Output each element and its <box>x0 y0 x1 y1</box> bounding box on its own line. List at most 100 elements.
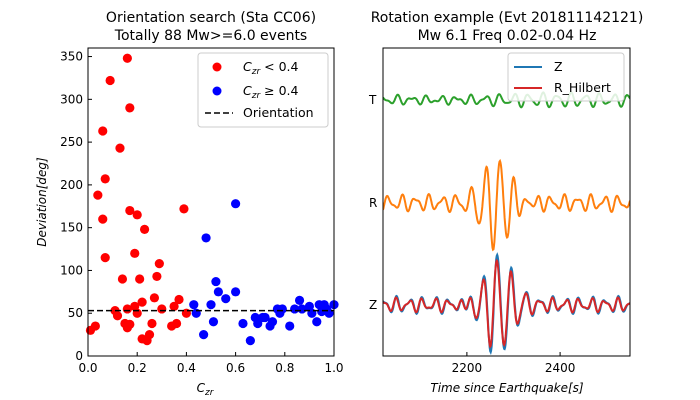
scatter-point <box>125 103 135 113</box>
legend-label-orientation: Orientation <box>243 105 314 120</box>
right-subtitle: Mw 6.1 Freq 0.02-0.04 Hz <box>418 28 597 44</box>
scatter-point <box>115 143 125 153</box>
right-axes-frame <box>382 47 631 357</box>
left-y-ticks: 0 50 100 150 200 250 300 350 <box>60 50 92 363</box>
scatter-point <box>231 199 241 209</box>
x-tick-label: 0.2 <box>128 361 147 375</box>
scatter-point <box>169 301 179 311</box>
y-tick-label: 300 <box>60 92 83 106</box>
x-tick-label: 2400 <box>545 361 576 375</box>
x-tick-label: 1.0 <box>324 361 343 375</box>
scatter-point <box>100 174 110 184</box>
legend-item-r-hilbert: R_Hilbert <box>514 80 611 95</box>
scatter-point <box>208 317 219 327</box>
r-hilbert-trace <box>383 258 630 349</box>
scatter-point <box>98 214 108 224</box>
trace-label-t: T <box>368 93 377 107</box>
left-points <box>85 53 339 346</box>
left-legend: Czr < 0.4 Czr ≥ 0.4 Orientation <box>197 52 329 128</box>
scatter-point <box>201 233 211 243</box>
scatter-point <box>132 210 142 220</box>
scatter-point <box>238 318 248 329</box>
scatter-point <box>179 204 189 214</box>
legend-label-r-hilbert: R_Hilbert <box>554 80 611 95</box>
scatter-point <box>105 75 115 86</box>
scatter-point <box>199 330 209 340</box>
left-subtitle: Totally 88 Mw>=6.0 events <box>114 28 307 44</box>
scatter-point <box>135 274 145 284</box>
scatter-point <box>152 271 162 282</box>
scatter-point <box>100 253 110 263</box>
legend-label-low-czr: Czr < 0.4 <box>243 59 299 77</box>
left-xlabel: Czr <box>197 381 215 398</box>
left-x-ticks: 0.0 0.2 0.4 0.6 0.8 1.0 <box>78 352 344 375</box>
y-tick-label: 200 <box>60 178 83 192</box>
x-tick-label: 0.0 <box>78 361 97 375</box>
x-tick-label: 2200 <box>452 361 483 375</box>
legend-label-high-czr: Czr ≥ 0.4 <box>243 83 299 101</box>
legend-item-z: Z <box>514 59 563 74</box>
x-tick-label: 0.6 <box>226 361 245 375</box>
scatter-point <box>117 274 128 284</box>
x-tick-label: 0.4 <box>177 361 196 375</box>
x-tick-label: 0.8 <box>275 361 294 375</box>
trace-label-r: R <box>369 196 377 210</box>
y-tick-label: 50 <box>68 306 83 320</box>
scatter-point <box>213 287 223 297</box>
scatter-point <box>122 53 132 63</box>
scatter-point <box>221 294 231 304</box>
scatter-point <box>277 304 287 314</box>
legend-item-high-czr: Czr ≥ 0.4 <box>212 83 299 101</box>
left-ylabel: Deviation[deg] <box>35 157 49 247</box>
left-xlabel-sub: zr <box>204 388 215 398</box>
scatter-point <box>285 321 295 331</box>
right-legend: Z R_Hilbert <box>507 52 625 102</box>
scatter-point <box>144 330 155 340</box>
legend-red-marker <box>212 62 222 72</box>
left-axes-frame <box>87 47 335 357</box>
scatter-point <box>211 276 221 287</box>
scatter-point <box>312 317 322 327</box>
left-title: Orientation search (Sta CC06) <box>106 10 316 26</box>
scatter-point <box>90 321 100 331</box>
legend-item-low-czr: Czr < 0.4 <box>212 59 299 77</box>
scatter-point <box>125 319 135 329</box>
scatter-point <box>231 287 241 297</box>
scatter-point <box>130 248 140 258</box>
left-legend-box <box>197 52 329 128</box>
right-xlabel: Time since Earthquake[s] <box>430 381 584 395</box>
right-title: Rotation example (Evt 201811142121) <box>371 10 644 26</box>
legend-blue-marker <box>212 86 222 96</box>
right-panel: Rotation example (Evt 201811142121) Mw 6… <box>368 10 643 395</box>
trace-label-z: Z <box>369 298 377 312</box>
scatter-point <box>125 205 135 216</box>
scatter-point <box>139 224 150 234</box>
y-tick-label: 350 <box>60 50 83 64</box>
scatter-point <box>149 293 160 303</box>
scatter-point <box>267 317 278 327</box>
scatter-point <box>137 297 147 307</box>
r-trace <box>383 158 630 252</box>
scatter-point <box>154 259 164 269</box>
right-x-ticks: 2200 2400 <box>452 352 576 375</box>
scatter-point <box>157 304 167 314</box>
y-tick-label: 0 <box>75 349 83 363</box>
legend-label-z: Z <box>554 59 563 74</box>
y-tick-label: 100 <box>60 263 83 277</box>
y-tick-label: 250 <box>60 135 83 149</box>
left-panel: Orientation search (Sta CC06) Totally 88… <box>35 10 344 398</box>
scatter-point <box>98 126 108 136</box>
scatter-point <box>112 311 123 321</box>
scatter-point <box>189 300 199 310</box>
right-traces <box>383 91 630 355</box>
scatter-point <box>174 294 184 305</box>
scatter-point <box>260 312 270 323</box>
legend-item-orientation: Orientation <box>205 105 314 120</box>
scatter-point <box>147 318 157 329</box>
scatter-point <box>206 300 216 310</box>
y-tick-label: 150 <box>60 221 83 235</box>
scatter-point <box>93 190 103 200</box>
scatter-point <box>171 318 182 329</box>
scatter-point <box>294 295 305 305</box>
